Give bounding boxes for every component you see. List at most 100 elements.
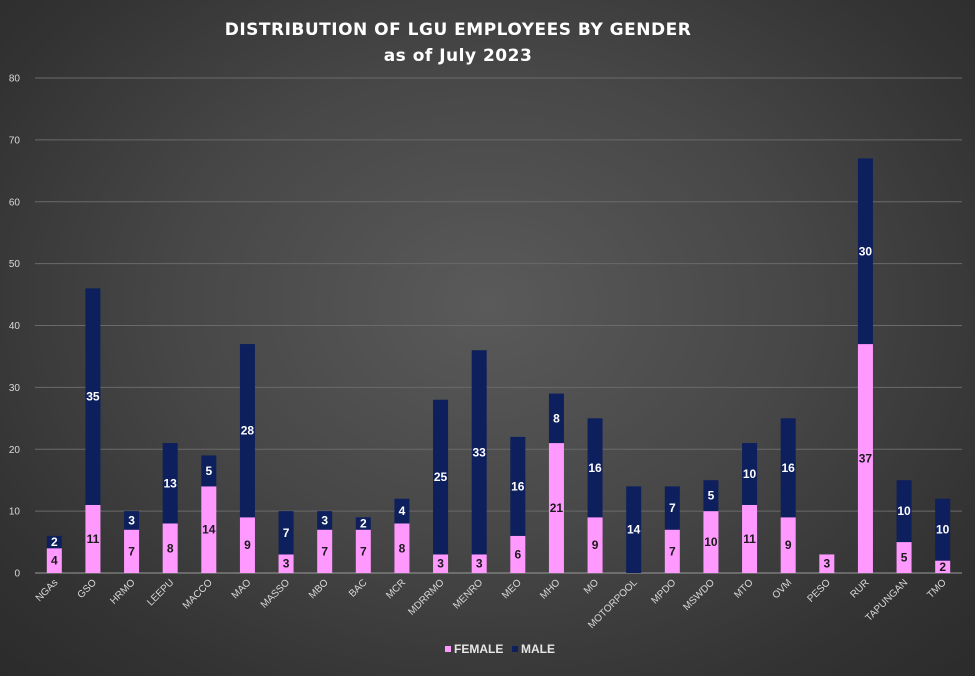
x-tick-label: MCR <box>384 577 408 601</box>
data-label-female: 7 <box>321 544 328 558</box>
bar-male <box>85 288 101 505</box>
x-tick-label: NGAs <box>34 577 61 604</box>
data-label-male: 35 <box>86 390 100 404</box>
gridlines <box>35 77 962 574</box>
data-label-male: 10 <box>936 523 950 537</box>
data-label-male: 25 <box>434 470 448 484</box>
bar-male <box>471 350 487 555</box>
bar-female <box>394 523 410 573</box>
y-tick-label: 40 <box>9 321 21 332</box>
bar-female <box>510 535 526 573</box>
bar-female <box>896 542 912 573</box>
data-label-female: 9 <box>592 538 599 552</box>
bar-male <box>394 498 410 524</box>
y-tick-label: 10 <box>9 507 21 518</box>
data-label-female: 4 <box>51 554 58 568</box>
bar-male <box>548 393 564 444</box>
legend-label: MALE <box>521 642 555 656</box>
bar-male <box>355 517 371 530</box>
bar-male <box>780 418 796 518</box>
x-tick-label: MENRO <box>451 577 485 611</box>
data-label-male: 16 <box>588 461 602 475</box>
data-label-male: 4 <box>399 504 406 518</box>
x-tick-label: MASSO <box>259 577 292 610</box>
bar-male <box>587 418 603 518</box>
data-label-female: 37 <box>859 452 873 466</box>
x-tick-label: GSO <box>76 577 100 601</box>
bar-female <box>46 548 62 573</box>
legend-label: FEMALE <box>454 642 503 656</box>
data-label-male: 10 <box>897 504 911 518</box>
legend: FEMALE MALE <box>445 642 555 656</box>
y-tick-label: 60 <box>9 197 21 208</box>
data-label-male: 5 <box>205 464 212 478</box>
x-tick-label: BAC <box>347 577 369 599</box>
bar-male <box>162 443 178 524</box>
bar-female <box>355 529 371 573</box>
data-label-female: 11 <box>87 532 100 546</box>
data-label-female: 3 <box>823 557 830 571</box>
bar-male <box>703 480 719 512</box>
bar-female <box>278 554 294 573</box>
data-label-male: 3 <box>321 513 328 527</box>
x-tick-label: MO <box>582 577 601 596</box>
data-label-male: 28 <box>241 424 255 438</box>
x-tick-label: MSWDO <box>681 577 717 613</box>
data-label-male: 33 <box>473 445 487 459</box>
data-label-female: 14 <box>202 523 216 537</box>
bar-female <box>471 554 487 573</box>
data-label-male: 13 <box>164 476 178 490</box>
data-label-female: 8 <box>167 541 174 555</box>
data-label-female: 3 <box>437 557 444 571</box>
x-tick-label: MDRRMO <box>406 577 447 618</box>
legend-swatch <box>512 646 518 652</box>
bar-female <box>239 517 255 573</box>
x-tick-label: MACCO <box>181 577 215 611</box>
bar-female <box>85 504 101 573</box>
bar-female <box>433 554 449 573</box>
data-label-female: 21 <box>550 501 564 515</box>
bar-male <box>896 480 912 543</box>
bar-female <box>703 511 719 573</box>
bar-male <box>278 511 294 555</box>
y-tick-label: 70 <box>9 135 21 146</box>
y-tick-label: 50 <box>9 259 21 270</box>
data-label-female: 3 <box>476 557 483 571</box>
y-tick-label: 20 <box>9 445 21 456</box>
x-tick-label: MBO <box>307 577 331 601</box>
data-label-female: 9 <box>785 538 792 552</box>
chart-title: DISTRIBUTION OF LGU EMPLOYEES BY GENDER <box>225 20 692 40</box>
bar-male <box>742 443 758 505</box>
x-tick-label: MHO <box>538 577 562 601</box>
data-label-female: 11 <box>743 532 756 546</box>
data-label-male: 2 <box>51 535 58 549</box>
bar-male <box>46 535 62 549</box>
bar-female <box>587 517 603 573</box>
y-tick-label: 30 <box>9 383 21 394</box>
data-label-male: 5 <box>708 489 715 503</box>
data-label-female: 5 <box>901 551 908 565</box>
data-label-female: 10 <box>704 535 718 549</box>
data-label-male: 8 <box>553 411 560 425</box>
bar-female <box>201 486 217 573</box>
data-label-male: 10 <box>743 467 757 481</box>
bar-female <box>857 344 873 573</box>
data-label-female: 7 <box>669 544 676 558</box>
bar-female <box>935 560 951 573</box>
bar-male <box>201 455 217 487</box>
data-label-female: 6 <box>514 547 521 561</box>
bar-male <box>317 511 333 530</box>
x-tick-label: HRMO <box>108 577 138 607</box>
x-tick-label: MEO <box>500 577 524 601</box>
data-label-female: 3 <box>283 557 290 571</box>
chart-subtitle: as of July 2023 <box>384 46 533 66</box>
bar-male <box>433 399 449 555</box>
bar-female <box>780 517 796 573</box>
data-label-female: 8 <box>399 541 406 555</box>
bar-female <box>317 529 333 573</box>
bar-female <box>548 443 564 573</box>
data-label-male: 7 <box>283 526 290 540</box>
data-label-female: 2 <box>939 560 946 574</box>
